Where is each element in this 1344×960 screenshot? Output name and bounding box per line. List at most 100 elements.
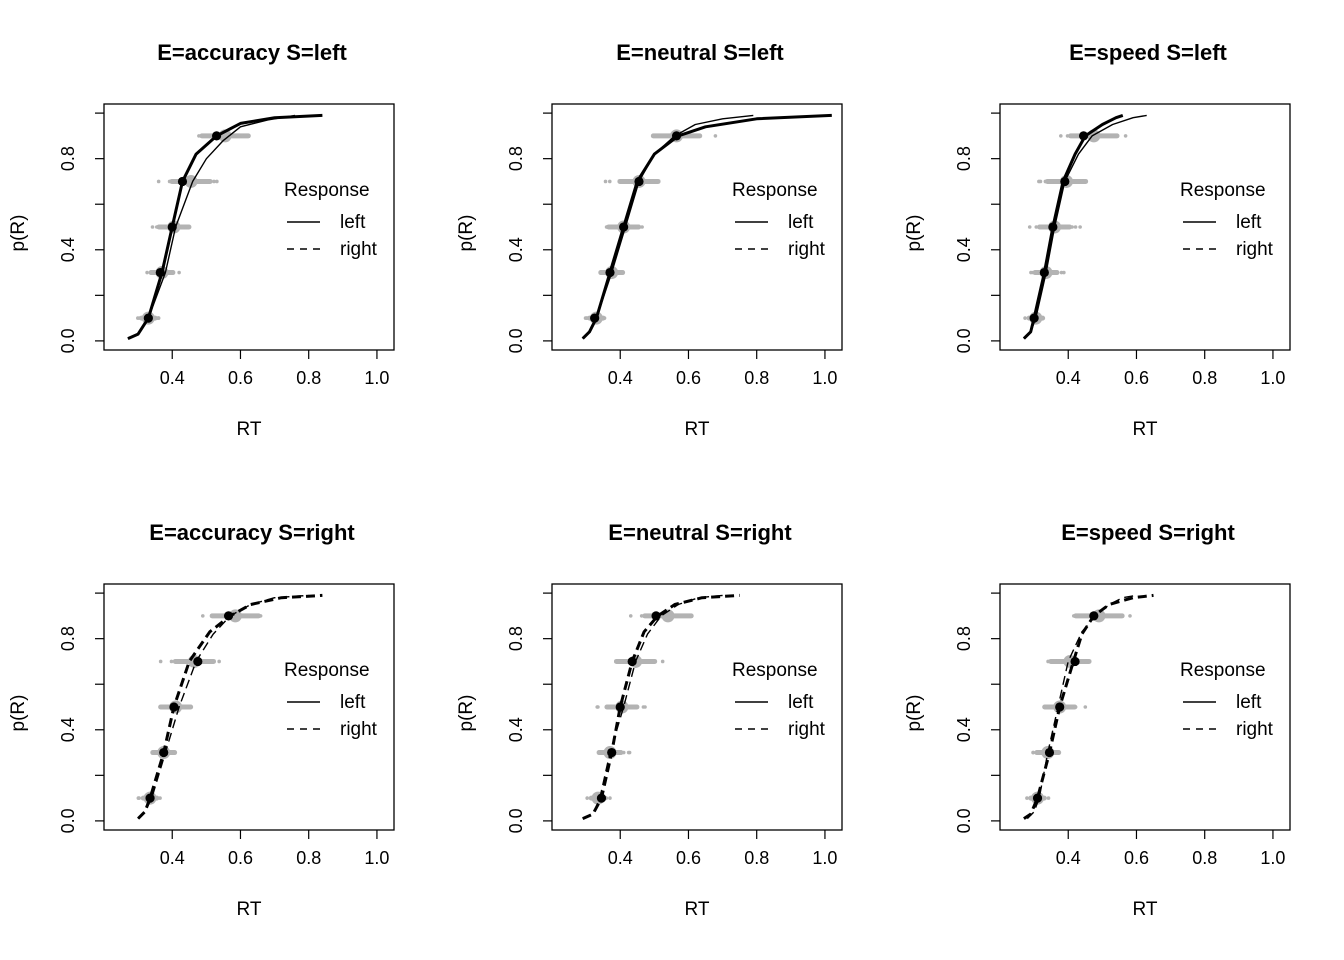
- observed-quantile-point: [1078, 131, 1089, 141]
- observed-quantile-point: [1055, 702, 1065, 712]
- bootstrap-dot: [1038, 179, 1043, 184]
- bootstrap-dot: [713, 134, 718, 138]
- bootstrap-dot: [602, 316, 607, 320]
- y-axis-title: p(R): [456, 695, 477, 732]
- x-axis-title: RT: [237, 899, 262, 920]
- bootstrap-dot: [1027, 225, 1032, 229]
- bootstrap-dot: [608, 796, 612, 800]
- bootstrap-dot: [688, 614, 693, 618]
- x-tick-label: 0.6: [1124, 368, 1149, 388]
- bootstrap-dot: [183, 659, 188, 664]
- legend-title: Response: [732, 180, 818, 201]
- legend-label-right: right: [788, 239, 826, 260]
- plot-frame: [999, 583, 1291, 831]
- series-line-right: [137, 593, 323, 820]
- bootstrap-dot: [640, 225, 644, 229]
- observed-quantile-point: [145, 793, 155, 803]
- observed-quantile-point: [605, 267, 615, 278]
- plot-frame: [551, 583, 843, 831]
- y-tick-label: 0.4: [58, 717, 78, 742]
- bootstrap-dot: [158, 659, 163, 664]
- bootstrap-dot: [1031, 750, 1035, 755]
- bootstrap-dot: [613, 659, 618, 664]
- bootstrap-dot: [1046, 659, 1050, 664]
- legend-title: Response: [732, 660, 818, 681]
- bootstrap-dot: [1059, 270, 1064, 275]
- observed-quantile-point: [619, 222, 629, 232]
- bootstrap-dot: [156, 179, 161, 184]
- bootstrap-dot: [621, 750, 626, 755]
- chart-panel: E=neutral S=left 0.4 0.6 0.8 1.0 0.0 0.4 0.8 RT p…: [456, 40, 843, 440]
- y-tick-label: 0.8: [58, 146, 78, 171]
- observed-quantile-point: [615, 702, 625, 712]
- bootstrap-dot: [584, 316, 589, 320]
- bootstrap-dot: [154, 225, 159, 229]
- bootstrap-dot: [628, 614, 633, 618]
- bootstrap-dot: [150, 225, 155, 229]
- bootstrap-dot: [163, 705, 168, 709]
- x-tick-label: 0.4: [160, 368, 185, 388]
- x-axis-title: RT: [685, 419, 710, 440]
- bootstrap-dot: [639, 614, 644, 618]
- chart-panel: E=neutral S=right 0.4 0.6 0.8 1.0 0.0 0.4 0.8 RT…: [456, 520, 843, 920]
- legend-label-left: left: [1236, 692, 1262, 713]
- y-tick-label: 0.8: [506, 146, 526, 171]
- observed-quantile-point: [651, 611, 661, 621]
- bootstrap-dot: [1053, 179, 1058, 184]
- bootstrap-dot: [609, 225, 614, 229]
- bootstrap-dot: [177, 270, 181, 275]
- bootstrap-dot: [690, 134, 694, 138]
- bootstrap-dot: [149, 270, 154, 275]
- bootstrap-dot: [137, 316, 142, 320]
- x-tick-label: 1.0: [812, 848, 837, 868]
- chart-title: E=speed S=right: [1061, 520, 1235, 545]
- observed-quantile-point: [211, 131, 222, 141]
- y-axis-title: p(R): [8, 695, 29, 732]
- observed-quantile-point: [1048, 222, 1058, 232]
- chart-panel: E=speed S=left 0.4 0.6 0.8 1.0 0.0 0.4 0.8 RT p(R…: [904, 40, 1291, 440]
- bootstrap-dot: [1048, 705, 1053, 709]
- legend-label-left: left: [788, 212, 814, 233]
- observed-quantile-point: [590, 313, 600, 323]
- bootstrap-dot: [231, 134, 236, 138]
- observed-quantile-point: [193, 656, 203, 667]
- y-tick-label: 0.8: [506, 626, 526, 651]
- bootstrap-dot: [249, 614, 254, 618]
- bootstrap-dot: [607, 179, 612, 184]
- x-tick-label: 1.0: [1260, 848, 1285, 868]
- bootstrap-dot: [1043, 179, 1048, 184]
- y-tick-label: 0.4: [506, 237, 526, 262]
- observed-quantile-point: [159, 747, 169, 758]
- bootstrap-dot: [215, 179, 219, 184]
- bootstrap-dot: [1081, 614, 1085, 618]
- bootstrap-dot: [200, 614, 205, 618]
- observed-quantile-point: [177, 176, 188, 187]
- y-tick-label: 0.4: [58, 237, 78, 262]
- bootstrap-dot: [605, 225, 609, 229]
- legend-label-right: right: [1236, 239, 1274, 260]
- observed-quantile-point: [1044, 747, 1055, 758]
- plot-frame: [103, 103, 395, 351]
- bootstrap-dot: [240, 134, 245, 138]
- x-tick-label: 0.6: [1124, 848, 1149, 868]
- bootstrap-dot: [1051, 659, 1056, 664]
- predicted-quantile-point: [228, 609, 242, 623]
- x-tick-label: 0.6: [228, 368, 253, 388]
- y-tick-label: 0.8: [58, 626, 78, 651]
- chart-title: E=accuracy S=right: [149, 520, 355, 545]
- bootstrap-dot: [624, 179, 629, 184]
- legend-label-right: right: [1236, 719, 1274, 740]
- y-tick-label: 0.4: [954, 237, 974, 262]
- x-axis-title: RT: [685, 899, 710, 920]
- bootstrap-dot: [169, 659, 174, 664]
- x-tick-label: 1.0: [1260, 368, 1285, 388]
- bootstrap-dot: [1025, 796, 1029, 800]
- observed-quantile-point: [1029, 313, 1039, 323]
- x-tick-label: 0.6: [676, 368, 701, 388]
- observed-quantile-point: [596, 793, 607, 803]
- observed-quantile-point: [671, 131, 682, 141]
- bootstrap-dot: [643, 705, 647, 709]
- bootstrap-dot: [1080, 179, 1085, 184]
- plot-frame: [103, 583, 395, 831]
